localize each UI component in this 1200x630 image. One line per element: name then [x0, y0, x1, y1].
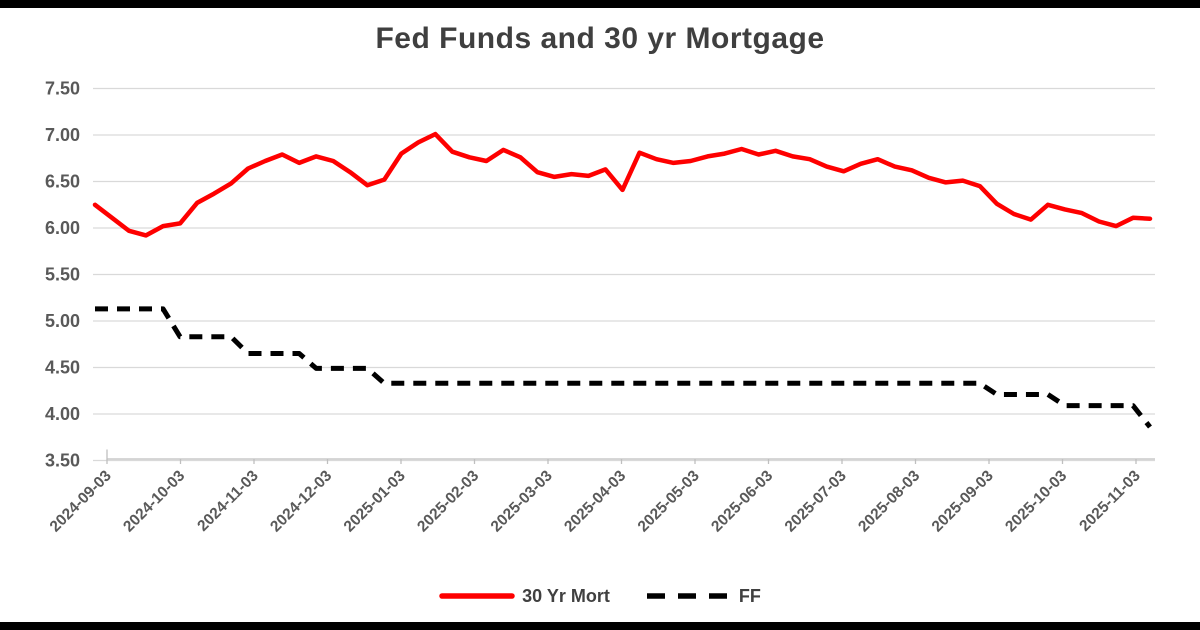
x-axis-tick-label: 2025-05-03	[635, 467, 703, 535]
x-axis-tick-label: 2024-12-03	[267, 467, 335, 535]
x-axis-tick-label: 2025-04-03	[561, 467, 629, 535]
x-axis-tick-label: 2025-06-03	[708, 467, 776, 535]
y-axis-tick-label: 5.00	[45, 311, 80, 331]
legend-item-30-yr-mort: 30 Yr Mort	[439, 586, 610, 607]
x-axis-tick-label: 2025-11-03	[1076, 467, 1144, 535]
series-line-30-yr-mort	[92, 131, 1153, 238]
y-axis-tick-label: 6.00	[45, 218, 80, 238]
y-axis-tick-label: 3.50	[45, 451, 80, 471]
x-axis-tick-label: 2025-09-03	[929, 467, 997, 535]
x-axis-tick-label: 2024-09-03	[47, 467, 115, 535]
y-axis-tick-label: 5.50	[45, 265, 80, 285]
x-axis-tick-label: 2025-01-03	[341, 467, 409, 535]
x-axis-tick-label: 2025-02-03	[414, 467, 482, 535]
y-axis-tick-label: 4.50	[45, 358, 80, 378]
y-axis-tick-label: 4.00	[45, 404, 80, 424]
y-axis-tick-label: 7.50	[45, 79, 80, 99]
x-axis-tick-label: 2025-03-03	[488, 467, 556, 535]
x-axis-tick-label: 2025-07-03	[782, 467, 850, 535]
x-axis-tick-label: 2024-11-03	[194, 467, 262, 535]
x-axis-tick-label: 2025-08-03	[855, 467, 923, 535]
series-line-ff	[95, 306, 1152, 429]
solid-line-swatch	[439, 593, 515, 599]
y-axis-tick-label: 7.00	[45, 125, 80, 145]
dashed-line-swatch	[646, 593, 731, 599]
legend-item-ff: FF	[646, 586, 761, 607]
legend-label-ff: FF	[738, 585, 761, 606]
legend-label-30-yr-mort: 30 Yr Mort	[522, 585, 610, 606]
legend: 30 Yr Mort FF	[0, 576, 1200, 616]
x-axis-tick-label: 2024-10-03	[120, 467, 188, 535]
chart-canvas: Fed Funds and 30 yr Mortgage 7.50 7.00 6.5…	[0, 8, 1200, 622]
plot-area: 7.507.006.506.005.505.004.504.003.502024…	[45, 79, 1155, 535]
x-axis-tick-label: 2025-10-03	[1002, 467, 1070, 535]
chart-title: Fed Funds and 30 yr Mortgage	[375, 22, 825, 55]
y-axis-tick-label: 6.50	[45, 172, 80, 192]
